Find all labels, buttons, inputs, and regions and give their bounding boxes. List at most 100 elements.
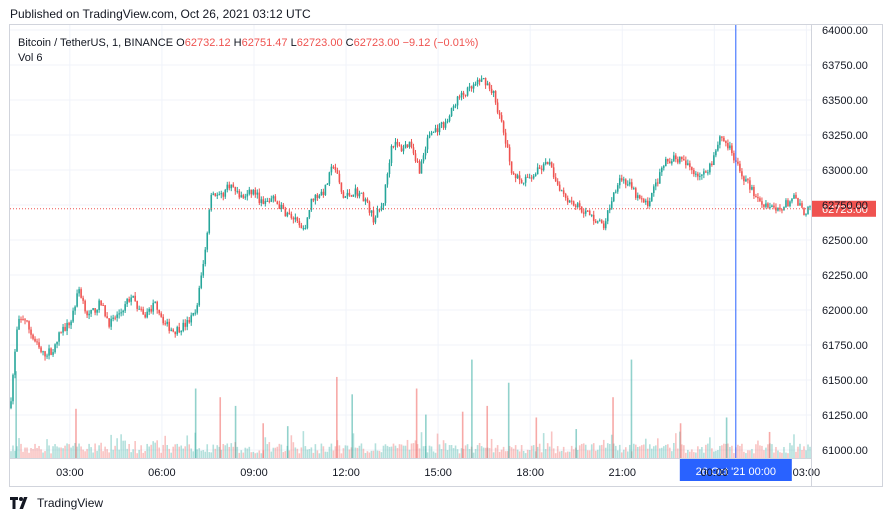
candle-body	[644, 200, 647, 203]
volume-bar	[106, 449, 108, 458]
volume-bar	[659, 448, 661, 458]
candle-body	[659, 172, 661, 184]
candle-body	[412, 147, 415, 154]
volume-bar	[687, 449, 689, 458]
candle-body	[602, 223, 605, 229]
volume-bar	[198, 448, 201, 458]
volume-bar	[108, 452, 110, 458]
candle-body	[618, 178, 621, 186]
candle-body	[336, 169, 339, 174]
candle-body	[789, 201, 791, 207]
volume-bar	[500, 449, 503, 458]
candle-body	[651, 193, 653, 202]
candle-body	[126, 299, 128, 305]
candle-body	[418, 161, 421, 174]
candle-body	[368, 201, 371, 213]
candle-body	[210, 194, 213, 211]
volume-bar	[308, 449, 311, 458]
candle-body	[316, 194, 319, 198]
volume-bar	[112, 449, 114, 458]
volume-bar	[550, 431, 553, 458]
candle-body	[801, 203, 803, 208]
volume-bar	[84, 451, 86, 458]
volume-bar	[759, 445, 761, 458]
candle-body	[36, 341, 38, 343]
candle-body	[64, 326, 66, 331]
volume-bar	[28, 452, 30, 458]
volume-bar	[743, 451, 745, 458]
candle-body	[120, 312, 122, 314]
candle-body	[504, 132, 507, 144]
candle-body	[540, 168, 543, 171]
candle-body	[450, 108, 453, 116]
volume-bar	[288, 450, 291, 458]
volume-spike	[630, 359, 633, 458]
volume-bar	[296, 448, 299, 458]
volume-bar	[749, 450, 751, 458]
candle-body	[737, 161, 739, 164]
candle-body	[370, 210, 373, 213]
candle-body	[496, 102, 499, 113]
volume-bar	[729, 446, 731, 458]
candle-body	[436, 128, 439, 133]
chart-overlay: 62723.00 26 Oct '21 00:00	[10, 25, 876, 481]
candle-body	[198, 287, 201, 306]
candle-body	[366, 199, 369, 202]
candle-body	[697, 173, 699, 177]
volume-spike	[575, 429, 578, 458]
candle-body	[132, 295, 134, 298]
volume-bar	[494, 447, 497, 458]
volume-bar	[170, 452, 173, 458]
volume-bar	[192, 451, 195, 458]
volume-bar	[651, 448, 653, 458]
candle-body	[657, 182, 659, 184]
candle-body	[512, 173, 515, 175]
volume-bar	[805, 450, 807, 458]
candle-body	[18, 318, 20, 330]
volume-bar	[404, 445, 407, 458]
volume-bar	[398, 444, 401, 458]
candle-body	[546, 161, 549, 165]
volume-bar	[518, 451, 521, 458]
candle-body	[719, 136, 721, 145]
volume-bar	[354, 447, 357, 458]
volume-bar	[620, 452, 623, 458]
volume-bar	[438, 444, 441, 458]
volume-bar	[592, 443, 595, 458]
volume-bar	[264, 437, 267, 458]
volume-bar	[608, 443, 611, 458]
candle-body	[364, 199, 367, 202]
candle-body	[448, 115, 451, 121]
volume-bar	[711, 448, 713, 458]
candle-body	[580, 206, 583, 213]
volume-label: Vol	[18, 52, 34, 64]
y-tick-label: 61750.00	[822, 340, 868, 352]
volume-bar	[370, 450, 373, 458]
volume-bar	[636, 446, 639, 458]
candle-body	[258, 192, 261, 203]
candle-body	[592, 214, 595, 222]
candle-body	[707, 172, 709, 174]
volume-bar	[640, 445, 643, 458]
volume-bar	[86, 448, 88, 458]
volume-bar	[128, 444, 130, 458]
candle-body	[270, 198, 273, 202]
volume-bar	[168, 448, 170, 458]
volume-bar	[719, 445, 721, 458]
candle-body	[324, 184, 327, 195]
volume-bar	[344, 445, 347, 458]
volume-bar	[396, 448, 399, 458]
volume-bar	[266, 444, 269, 458]
candle-body	[144, 314, 146, 318]
published-note: Published on TradingView.com, Oct 26, 20…	[10, 7, 311, 21]
volume-bar	[224, 445, 227, 458]
volume-bar	[460, 448, 463, 458]
candle-body	[769, 206, 771, 208]
volume-bar	[785, 452, 787, 458]
volume-bar	[272, 447, 275, 458]
volume-bar	[38, 445, 40, 458]
candle-body	[142, 309, 144, 315]
volume-bar	[360, 443, 363, 458]
volume-bar	[779, 452, 781, 458]
